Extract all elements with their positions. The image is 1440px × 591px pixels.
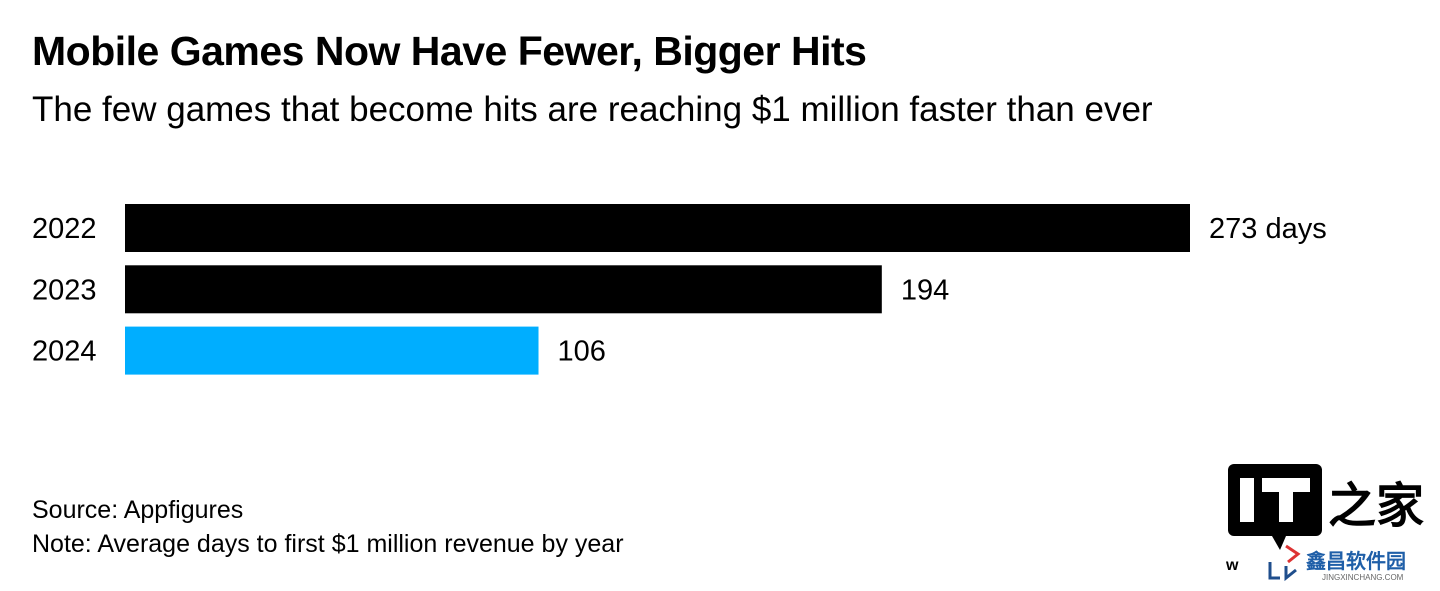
- bar-2024: [125, 326, 539, 375]
- xinchang-logo: w 鑫昌软件园 JINGXINCHANG.COM: [1225, 540, 1440, 591]
- category-label: 2024: [32, 336, 97, 368]
- bar-2023: [125, 265, 882, 314]
- category-label: 2023: [32, 274, 97, 306]
- value-label: 273 days: [1209, 213, 1327, 245]
- value-label: 106: [558, 336, 606, 368]
- svg-text:之家: 之家: [1328, 478, 1424, 534]
- chart-title: Mobile Games Now Have Fewer, Bigger Hits: [32, 28, 867, 74]
- source-note: Source: Appfigures: [32, 496, 244, 524]
- chart-subtitle: The few games that become hits are reach…: [32, 90, 1153, 129]
- svg-text:JINGXINCHANG.COM: JINGXINCHANG.COM: [1322, 573, 1404, 582]
- value-label: 194: [901, 274, 949, 306]
- category-label: 2022: [32, 213, 97, 245]
- bar-2022: [125, 204, 1190, 252]
- svg-text:w: w: [1226, 557, 1239, 574]
- ithome-logo: 之家: [1228, 464, 1428, 569]
- svg-text:鑫昌软件园: 鑫昌软件园: [1306, 549, 1406, 573]
- footnote: Note: Average days to first $1 million r…: [32, 530, 624, 558]
